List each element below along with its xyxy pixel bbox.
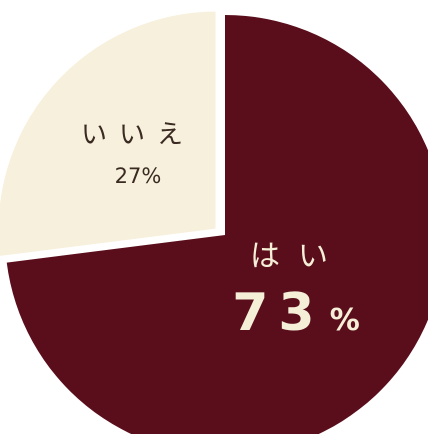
pie-slice-yes [6, 15, 428, 434]
slice-value-no: 27% [115, 164, 162, 188]
slice-value-yes: 73 % [232, 283, 360, 343]
slice-value-yes-number: 73 [232, 283, 324, 343]
pie-slice-no [0, 8, 219, 259]
slice-label-no: いいえ [81, 120, 195, 150]
slice-label-yes: はい [250, 239, 346, 274]
slice-value-yes-unit: % [330, 303, 360, 338]
